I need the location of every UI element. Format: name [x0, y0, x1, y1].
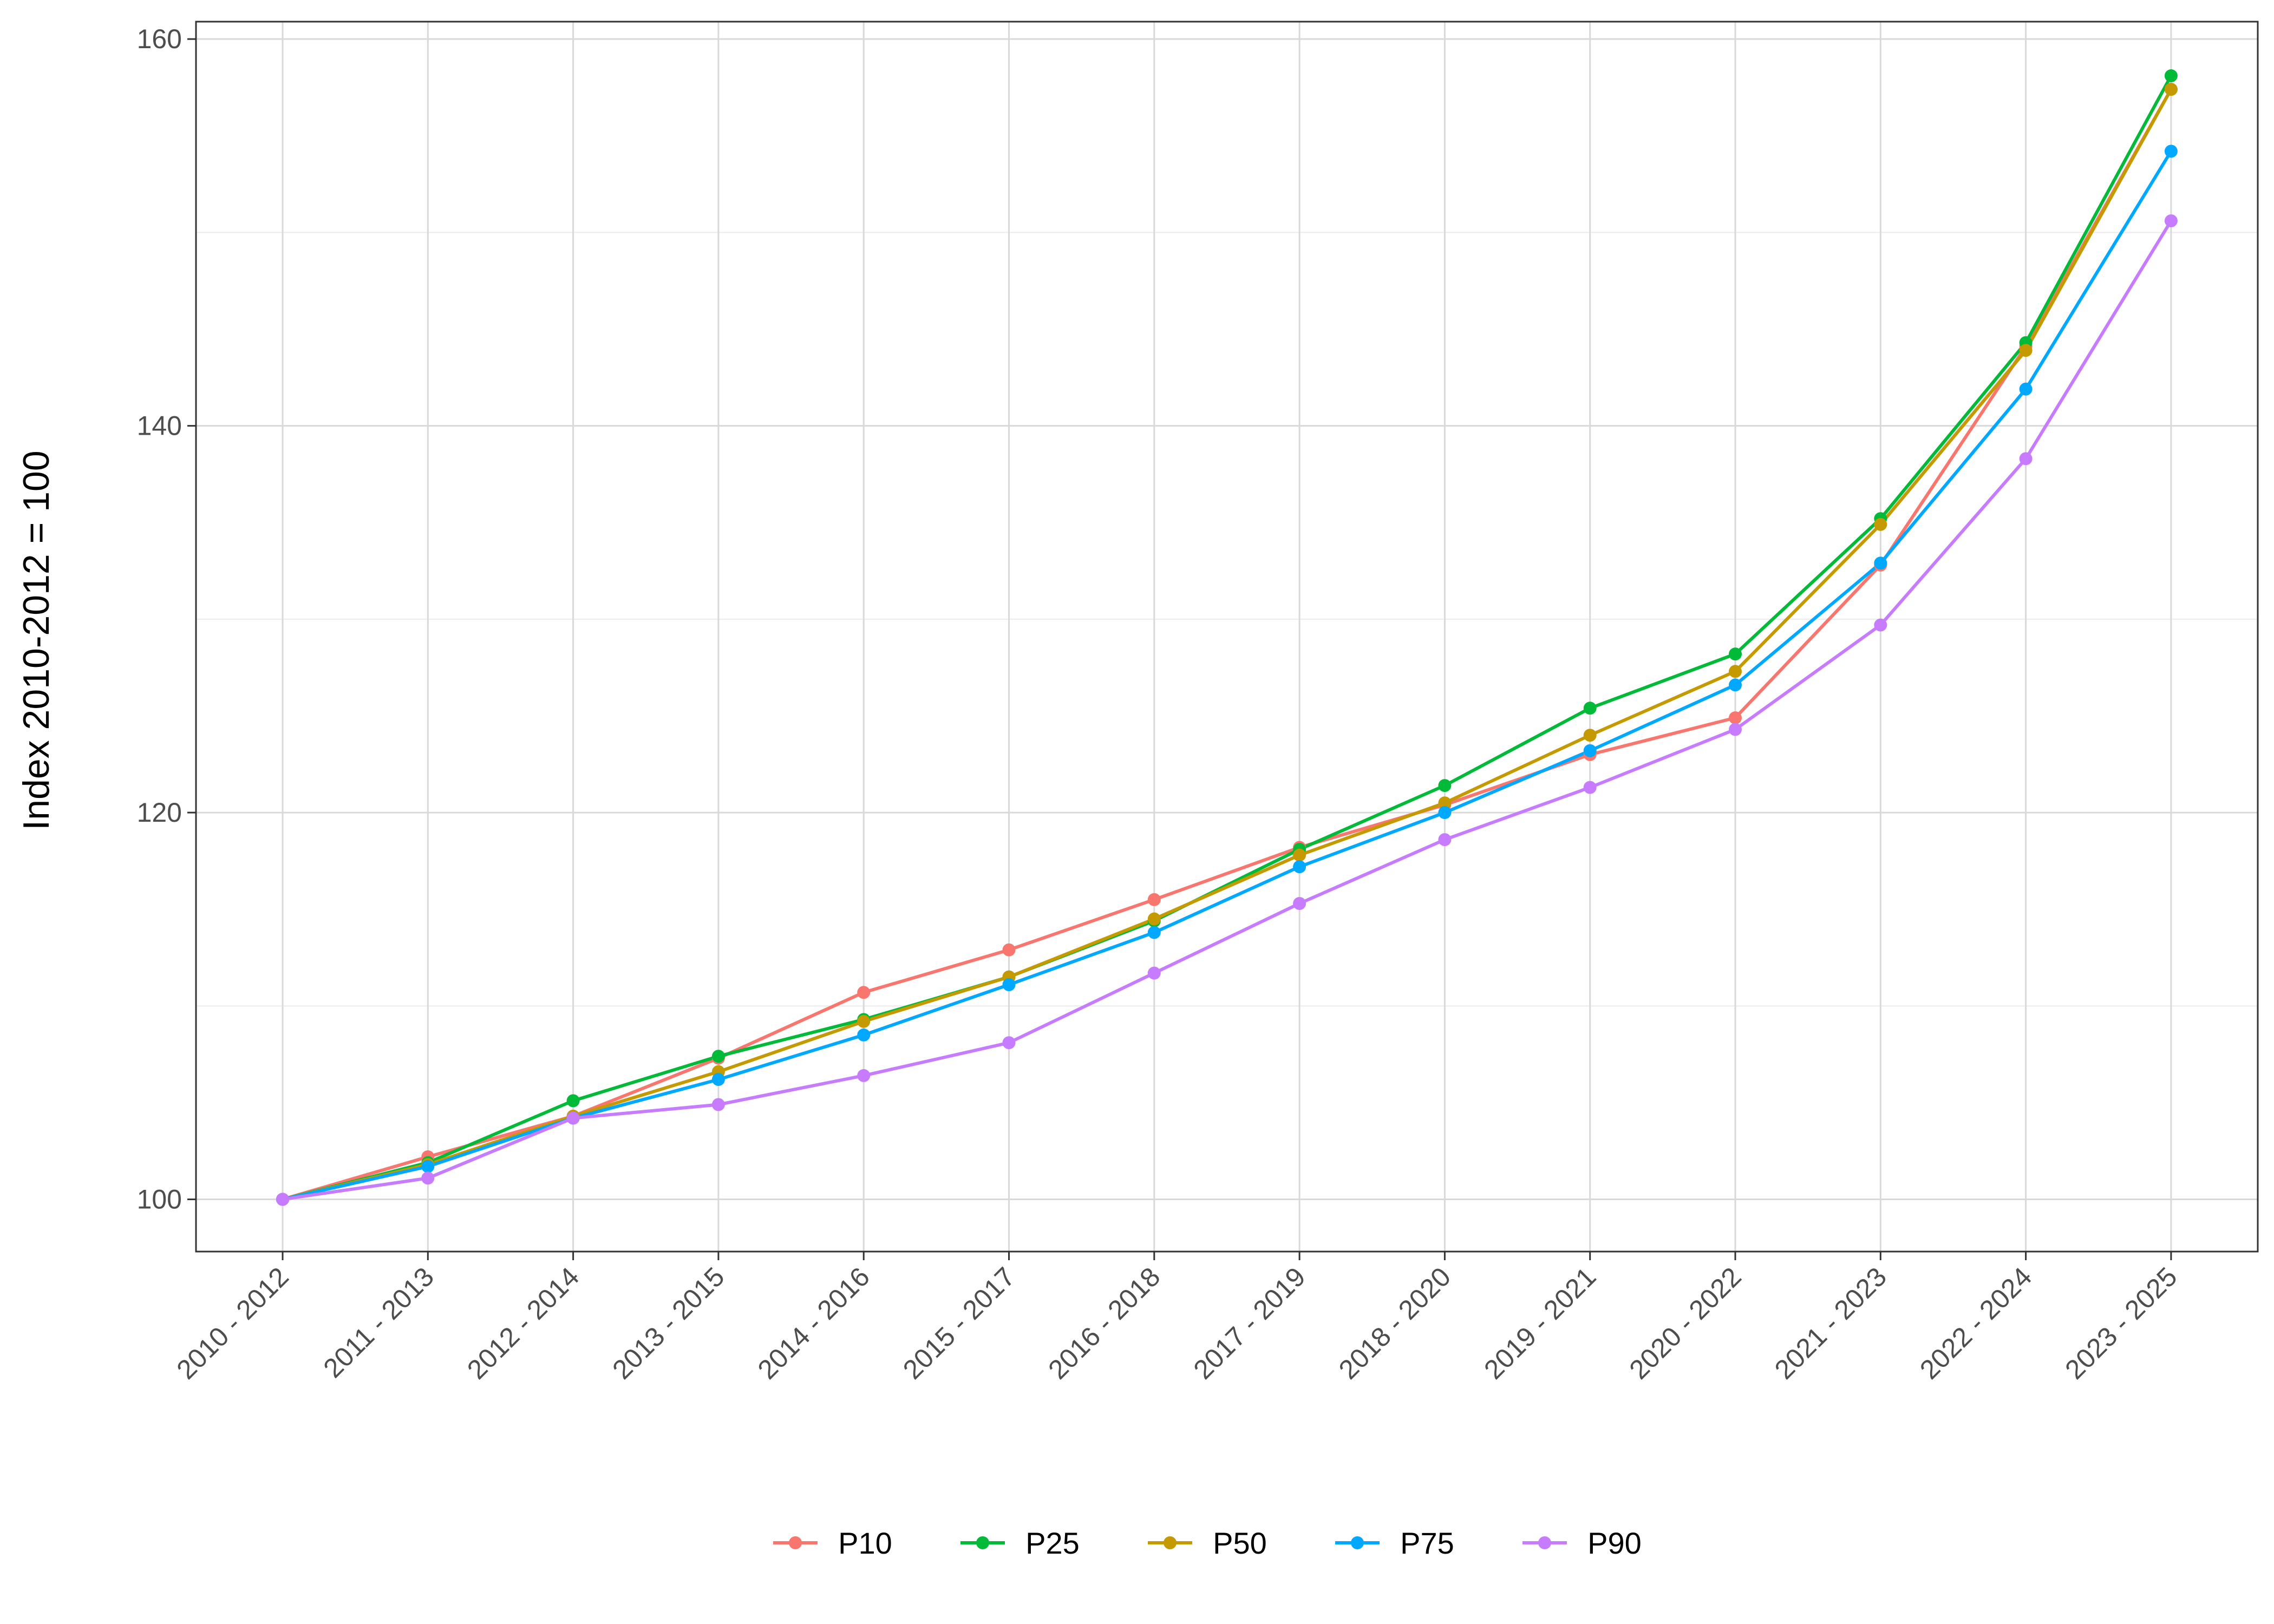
data-point-p90: [857, 1069, 871, 1082]
data-point-p90: [421, 1171, 435, 1185]
data-point-p90: [2164, 214, 2178, 227]
data-point-p50: [1729, 665, 1742, 678]
legend-key-point: [1351, 1536, 1364, 1549]
legend-label: P75: [1400, 1526, 1454, 1560]
data-point-p90: [566, 1111, 580, 1125]
series-lines: [281, 74, 2173, 1201]
legend-label: P50: [1213, 1526, 1267, 1560]
data-point-p90: [1293, 896, 1306, 910]
legend-key-point: [1538, 1536, 1551, 1549]
legend-item-p75: P75: [1335, 1526, 1454, 1560]
data-point-p75: [1583, 744, 1597, 757]
data-point-p25: [1438, 779, 1452, 793]
legend-item-p90: P90: [1522, 1526, 1642, 1560]
data-point-p90: [1438, 833, 1452, 847]
y-axis-tick-labels: 100 120 140 160: [137, 24, 182, 1214]
series-points: [276, 69, 2178, 1206]
legend-label: P90: [1587, 1526, 1642, 1560]
data-point-p25: [711, 1050, 725, 1063]
legend-key-point: [976, 1536, 989, 1549]
y-axis-title: Index 2010-2012 = 100: [16, 450, 57, 830]
data-point-p50: [1874, 518, 1887, 531]
data-point-p25: [566, 1094, 580, 1108]
legend-label: P25: [1025, 1526, 1080, 1560]
major-gridlines: [196, 22, 2258, 1252]
data-point-p10: [857, 986, 871, 999]
data-point-p50: [1293, 848, 1306, 862]
data-point-p50: [2164, 83, 2178, 96]
y-tick-label: 140: [137, 411, 182, 441]
data-point-p10: [1002, 943, 1016, 957]
data-point-p50: [2019, 344, 2033, 357]
data-point-p25: [2164, 69, 2178, 83]
data-point-p75: [1729, 678, 1742, 692]
data-point-p25: [1729, 647, 1742, 661]
data-point-p90: [1874, 618, 1887, 632]
series-line-p25: [281, 74, 2173, 1201]
series-line-p75: [281, 149, 2173, 1201]
data-point-p75: [711, 1073, 725, 1086]
data-point-p75: [421, 1160, 435, 1173]
minor-gridlines: [196, 232, 2258, 1007]
data-point-p75: [1147, 926, 1161, 939]
series-line-p50: [281, 88, 2173, 1201]
series-line-p10: [281, 88, 2173, 1201]
data-point-p90: [276, 1193, 289, 1206]
data-point-p10: [1147, 893, 1161, 906]
legend-item-p10: P10: [773, 1526, 892, 1560]
data-point-p90: [1583, 781, 1597, 794]
data-point-p75: [857, 1028, 871, 1042]
legend-key-point: [789, 1536, 802, 1549]
y-tick-label: 160: [137, 24, 182, 54]
data-point-p50: [857, 1014, 871, 1028]
y-tick-label: 120: [137, 797, 182, 828]
data-point-p90: [711, 1098, 725, 1111]
data-point-p90: [1729, 723, 1742, 736]
data-point-p75: [2164, 145, 2178, 158]
data-point-p75: [2019, 382, 2033, 396]
data-point-p90: [1002, 1036, 1016, 1050]
data-point-p75: [1002, 978, 1016, 992]
legend-item-p50: P50: [1148, 1526, 1267, 1560]
legend-item-p25: P25: [960, 1526, 1080, 1560]
data-point-p75: [1874, 556, 1887, 570]
data-point-p50: [1583, 729, 1597, 742]
legend-label: P10: [838, 1526, 892, 1560]
data-point-p25: [1583, 702, 1597, 715]
data-point-p50: [1147, 912, 1161, 926]
data-point-p90: [2019, 452, 2033, 466]
series-line-p90: [281, 219, 2173, 1201]
data-point-p50: [1438, 796, 1452, 810]
data-point-p90: [1147, 966, 1161, 980]
data-point-p75: [1293, 860, 1306, 874]
data-point-p75: [1438, 806, 1452, 820]
legend-key-point: [1164, 1536, 1177, 1549]
y-tick-label: 100: [137, 1184, 182, 1215]
legend: P10 P25 P50 P75 P90: [773, 1526, 1642, 1560]
plot-panel-border: [195, 21, 2259, 1253]
data-point-p10: [1729, 711, 1742, 725]
axis-ticks: [187, 38, 2172, 1260]
